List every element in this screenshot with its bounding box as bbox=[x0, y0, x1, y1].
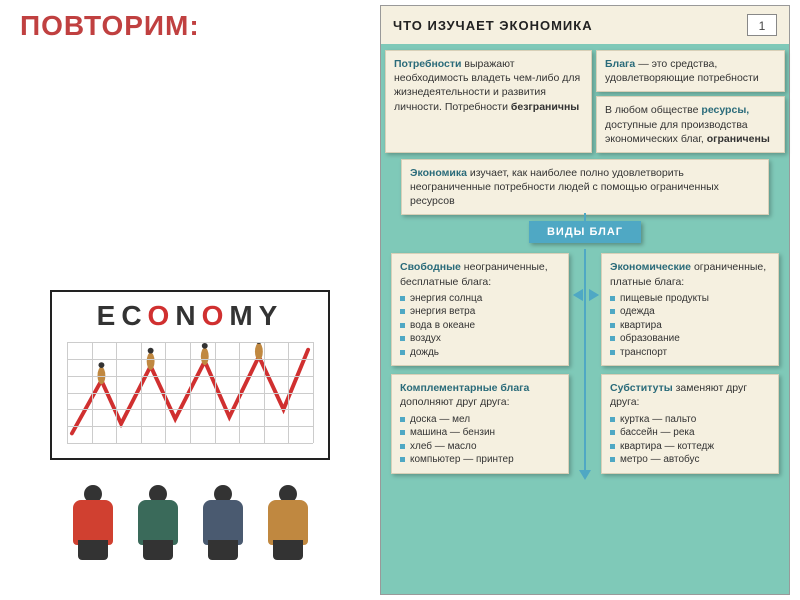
list-item: метро — автобус bbox=[610, 453, 770, 467]
page-title: ПОВТОРИМ: bbox=[20, 10, 200, 42]
arrow-left-icon bbox=[573, 289, 583, 301]
economy-cartoon: ECONOMY bbox=[20, 280, 360, 560]
box-resources: В любом обществе ресурсы, доступные для … bbox=[596, 96, 785, 153]
cartoon-grid bbox=[67, 342, 313, 443]
list-item: энергия солнца bbox=[400, 292, 560, 306]
box-complementary: Комплементарные блага дополняют друг дру… bbox=[391, 374, 569, 473]
cartoon-person bbox=[133, 480, 183, 560]
page-number: 1 bbox=[747, 14, 777, 36]
list-item: машина — бензин bbox=[400, 426, 560, 440]
list-item: энергия ветра bbox=[400, 305, 560, 319]
list-item: квартира — коттедж bbox=[610, 440, 770, 454]
arrow-down-icon bbox=[579, 470, 591, 480]
panel-header: ЧТО ИЗУЧАЕТ ЭКОНОМИКА 1 bbox=[381, 6, 789, 46]
section-label-goods-types: ВИДЫ БЛАГ bbox=[529, 221, 641, 243]
arrow-right-icon bbox=[589, 289, 599, 301]
list-item: квартира bbox=[610, 319, 770, 333]
panel-title: ЧТО ИЗУЧАЕТ ЭКОНОМИКА bbox=[393, 18, 747, 33]
list-item: транспорт bbox=[610, 346, 770, 360]
cartoon-chart: ECONOMY bbox=[50, 290, 330, 460]
cartoon-people bbox=[60, 470, 320, 560]
box-substitutes: Субституты заменяют друг друга: куртка —… bbox=[601, 374, 779, 473]
cartoon-person bbox=[198, 480, 248, 560]
list-item: пищевые продукты bbox=[610, 292, 770, 306]
box-goods: Блага — это средства, удовлетворяющие по… bbox=[596, 50, 785, 92]
cartoon-person bbox=[68, 480, 118, 560]
list-item: образование bbox=[610, 332, 770, 346]
box-economic-goods: Экономические ограниченные, платные благ… bbox=[601, 253, 779, 366]
box-economics-def: Экономика изучает, как наиболее полно уд… bbox=[401, 159, 769, 216]
list-item: компьютер — принтер bbox=[400, 453, 560, 467]
list-item: одежда bbox=[610, 305, 770, 319]
goods-quad: Свободные неограниченные, бесплатные бла… bbox=[381, 249, 789, 477]
cartoon-chart-title: ECONOMY bbox=[52, 300, 328, 332]
info-panel: ЧТО ИЗУЧАЕТ ЭКОНОМИКА 1 Потребности выра… bbox=[380, 5, 790, 595]
list-item: воздух bbox=[400, 332, 560, 346]
list-item: дождь bbox=[400, 346, 560, 360]
list-item: хлеб — масло bbox=[400, 440, 560, 454]
list-item: доска — мел bbox=[400, 413, 560, 427]
box-needs: Потребности выражают необходимость владе… bbox=[385, 50, 592, 153]
box-free-goods: Свободные неограниченные, бесплатные бла… bbox=[391, 253, 569, 366]
cartoon-person bbox=[263, 480, 313, 560]
list-item: куртка — пальто bbox=[610, 413, 770, 427]
list-item: бассейн — река bbox=[610, 426, 770, 440]
list-item: вода в океане bbox=[400, 319, 560, 333]
